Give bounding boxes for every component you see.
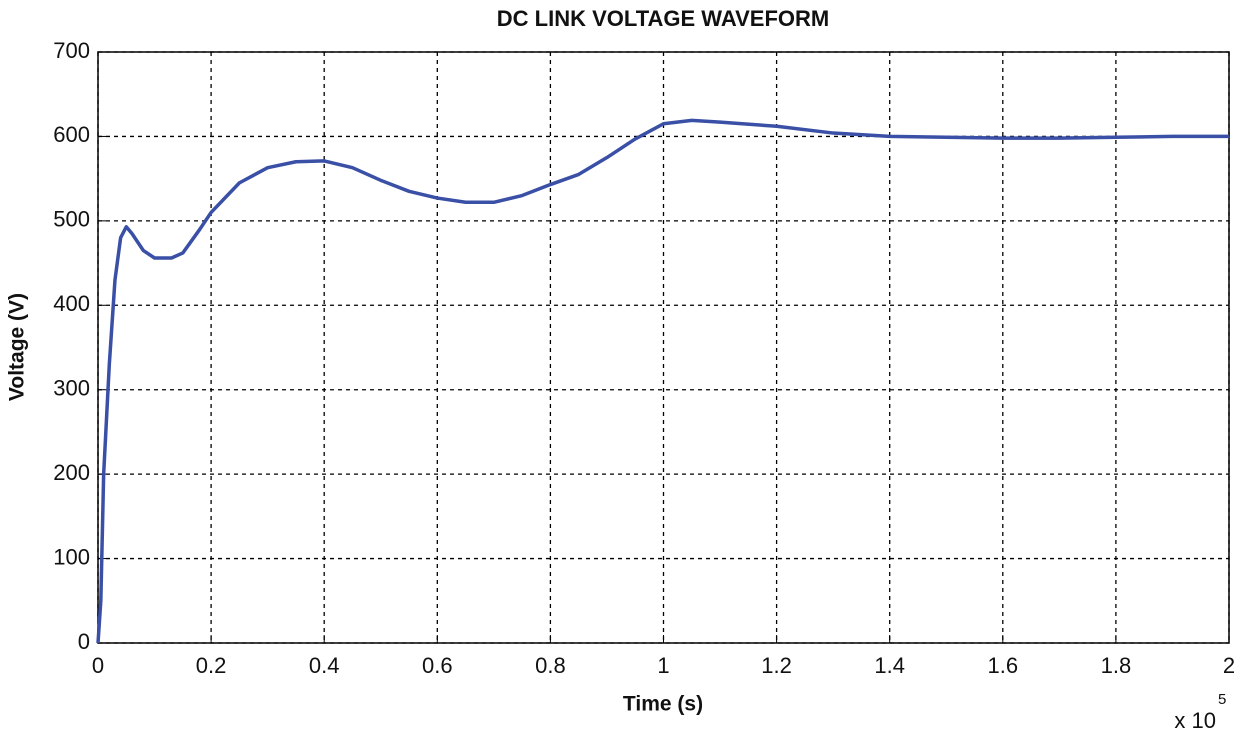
y-tick-label: 500 <box>53 207 90 232</box>
x-tick-label: 0.2 <box>196 653 227 678</box>
x-tick-label: 1.4 <box>874 653 905 678</box>
x-multiplier: x 10 <box>1174 708 1216 733</box>
y-tick-label: 600 <box>53 122 90 147</box>
y-tick-label: 300 <box>53 376 90 401</box>
plot-frame <box>97 51 1230 644</box>
x-tick-label: 0.4 <box>309 653 340 678</box>
y-tick-label: 0 <box>78 629 90 654</box>
y-axis-label: Voltage (V) <box>6 293 29 401</box>
x-multiplier-exponent: 5 <box>1218 691 1226 708</box>
x-tick-label: 2 <box>1223 653 1235 678</box>
y-tick-label: 100 <box>53 544 90 569</box>
x-tick-label: 1.6 <box>988 653 1019 678</box>
x-tick-label: 0.6 <box>422 653 453 678</box>
x-tick-label: 0 <box>92 653 104 678</box>
x-tick-label: 0.8 <box>535 653 566 678</box>
y-tick-label: 200 <box>53 460 90 485</box>
y-tick-label: 400 <box>53 291 90 316</box>
chart-title: DC LINK VOLTAGE WAVEFORM <box>497 6 829 31</box>
data-line <box>96 118 1229 644</box>
x-tick-label: 1.2 <box>761 653 792 678</box>
y-tick-label: 700 <box>53 38 90 63</box>
x-tick-label: 1.8 <box>1101 653 1132 678</box>
x-axis-label: Time (s) <box>623 693 703 716</box>
x-tick-label: 1 <box>657 653 669 678</box>
